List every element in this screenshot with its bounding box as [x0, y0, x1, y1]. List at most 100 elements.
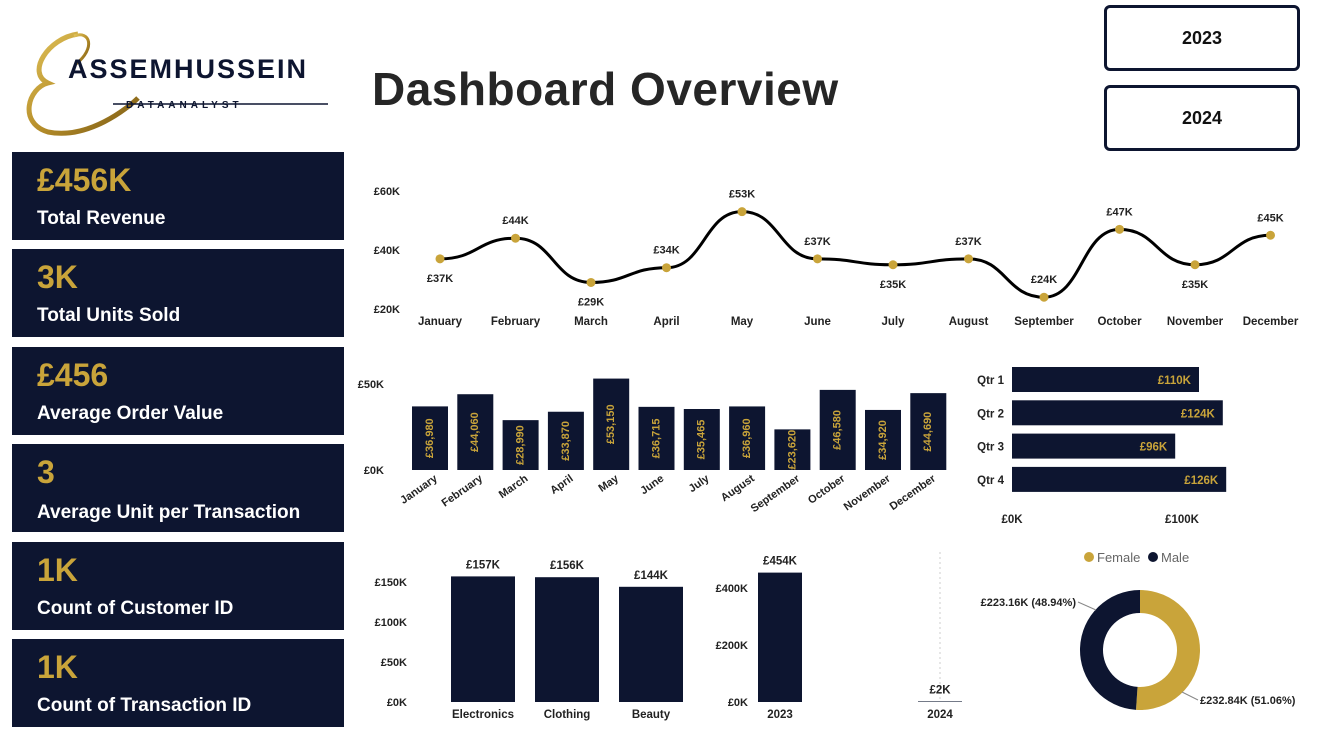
y-tick-label: £50K — [381, 657, 407, 669]
data-label: £45K — [1257, 212, 1283, 224]
legend-swatch — [1148, 552, 1158, 562]
data-label: £96K — [1140, 442, 1168, 454]
leader-line — [1077, 601, 1097, 611]
data-label: £29K — [578, 296, 604, 308]
bar — [819, 389, 856, 470]
data-label: £23,620 — [786, 430, 798, 470]
data-label: £47K — [1106, 206, 1132, 218]
x-tick-label: £0K — [1001, 514, 1023, 526]
data-label: £34,920 — [877, 420, 889, 460]
bar — [547, 411, 584, 470]
bar — [1012, 433, 1176, 459]
data-label: £53K — [729, 189, 755, 201]
x-tick-label: £100K — [1165, 514, 1200, 526]
data-label: £35,465 — [696, 420, 708, 460]
x-tick-label: September — [749, 472, 803, 515]
x-tick-label: May — [597, 472, 622, 495]
x-tick-label: February — [440, 472, 486, 509]
data-label: £24K — [1031, 274, 1057, 286]
bar — [758, 572, 802, 702]
kpi-count-transaction-id: 1K Count of Transaction ID — [12, 639, 344, 727]
data-label: £124K — [1181, 408, 1216, 420]
logo-subtitle: DATAANALYST — [126, 100, 243, 111]
kpi-average-unit-per-transaction: 3 Average Unit per Transaction — [12, 444, 344, 532]
y-tick-label: Qtr 2 — [977, 408, 1004, 420]
data-label: £37K — [955, 236, 981, 248]
x-tick-label: March — [497, 472, 531, 501]
bar — [918, 701, 962, 702]
data-label: £44,690 — [922, 412, 934, 452]
data-point — [1266, 230, 1275, 240]
category-revenue-bar-chart: £0K £50K £100K £150K £157K Electronics £156K Cl… — [375, 559, 683, 721]
data-label: £33,870 — [560, 421, 572, 461]
x-tick-label: October — [1097, 316, 1142, 328]
x-tick-label: June — [804, 316, 831, 328]
data-label: £36,715 — [650, 419, 662, 459]
year-2024-button[interactable]: 2024 — [1104, 85, 1300, 151]
x-tick-label: August — [719, 472, 757, 504]
data-label: £110K — [1158, 375, 1192, 387]
leader-line — [1181, 691, 1199, 701]
yearly-revenue-bar-chart: £0K £200K £400K £454K 2023 £2K 2024 — [716, 552, 962, 721]
data-point — [813, 254, 822, 264]
data-point — [435, 254, 445, 264]
donut-slice — [1136, 590, 1200, 710]
data-point — [737, 207, 747, 217]
x-tick-label: Clothing — [544, 709, 591, 721]
x-tick-label: 2023 — [767, 709, 793, 721]
bar — [535, 577, 599, 702]
data-label: £126K — [1184, 475, 1219, 487]
data-label: £232.84K (51.06%) — [1200, 695, 1296, 707]
x-tick-label: October — [806, 472, 848, 506]
quarterly-revenue-bar-chart: Qtr 1 £110K Qtr 2 £124K Qtr 3 £96K Qtr 4 £126K £… — [977, 367, 1227, 526]
kpi-value: £456 — [37, 357, 109, 393]
revenue-line — [439, 210, 1271, 299]
data-point — [1190, 260, 1200, 270]
kpi-label: Total Revenue — [37, 208, 166, 229]
x-tick-label: July — [687, 472, 713, 495]
kpi-label: Total Units Sold — [37, 305, 181, 326]
data-label: £157K — [466, 559, 501, 571]
x-tick-label: September — [1014, 316, 1074, 328]
x-tick-label: February — [491, 316, 541, 328]
x-tick-label: November — [842, 472, 894, 513]
kpi-value: £456K — [37, 162, 132, 198]
kpi-label: Count of Customer ID — [37, 598, 234, 619]
kpi-average-order-value: £456 Average Order Value — [12, 347, 344, 435]
x-tick-label: March — [574, 316, 608, 328]
y-tick-label: £100K — [375, 617, 407, 629]
x-tick-label: January — [398, 472, 440, 507]
x-tick-label: April — [653, 316, 679, 328]
y-tick-label: £20K — [374, 304, 400, 316]
data-point — [964, 254, 973, 264]
y-tick-label: £400K — [716, 583, 748, 595]
y-tick-label: £60K — [374, 186, 400, 198]
data-point — [511, 233, 520, 243]
page-title: Dashboard Overview — [372, 63, 839, 115]
data-label: £36,980 — [424, 418, 436, 458]
data-point — [1039, 292, 1049, 302]
data-label: £37K — [427, 273, 453, 285]
x-tick-label: December — [888, 472, 939, 513]
y-tick-label: £0K — [364, 465, 384, 477]
bar — [412, 406, 448, 470]
data-label: £44,060 — [469, 412, 481, 452]
y-tick-label: £150K — [375, 577, 407, 589]
kpi-value: 3 — [37, 454, 55, 490]
kpi-value: 3K — [37, 259, 78, 295]
bar — [457, 394, 494, 470]
data-label: £37K — [804, 236, 830, 248]
data-point — [586, 277, 596, 287]
legend-label: Male — [1161, 550, 1189, 565]
data-label: £35K — [1182, 279, 1208, 291]
x-tick-label: April — [548, 473, 575, 497]
year-2023-button[interactable]: 2023 — [1104, 5, 1300, 71]
data-label: £223.16K (48.94%) — [981, 597, 1077, 609]
y-tick-label: £50K — [358, 379, 384, 391]
gender-donut-chart: Female Male £232.84K (51.06%) £223.16K (48.… — [981, 550, 1296, 710]
data-label: £46,580 — [832, 410, 844, 450]
data-label: £144K — [634, 570, 669, 582]
bar — [1012, 466, 1227, 492]
bar — [638, 406, 675, 470]
y-tick-label: Qtr 1 — [977, 375, 1004, 387]
